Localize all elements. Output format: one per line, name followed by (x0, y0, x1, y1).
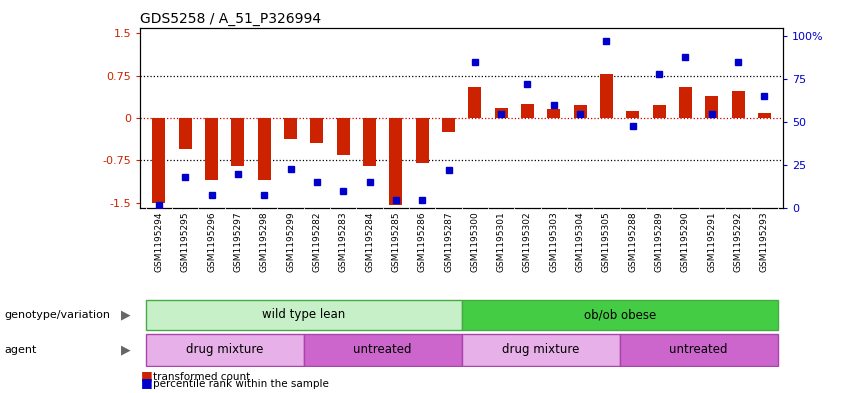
Text: GSM1195304: GSM1195304 (575, 211, 585, 272)
Text: drug mixture: drug mixture (502, 343, 580, 356)
Bar (547, 109, 561, 118)
Bar (521, 104, 534, 118)
Bar (732, 91, 745, 118)
Bar (620, 334, 778, 365)
Text: ▶: ▶ (121, 343, 131, 356)
Bar (258, 118, 271, 180)
Text: GSM1195293: GSM1195293 (760, 211, 769, 272)
Text: GSM1195300: GSM1195300 (471, 211, 479, 272)
Bar (468, 87, 482, 118)
Text: wild type lean: wild type lean (262, 308, 346, 321)
Bar (363, 118, 376, 166)
Bar (179, 118, 191, 149)
Bar (462, 334, 620, 365)
Text: untreated: untreated (353, 343, 412, 356)
Text: GSM1195282: GSM1195282 (312, 211, 322, 272)
Bar (626, 111, 639, 118)
Bar (494, 108, 508, 118)
Text: GSM1195284: GSM1195284 (365, 211, 374, 272)
Bar (304, 334, 462, 365)
Text: GSM1195303: GSM1195303 (550, 211, 558, 272)
Text: ob/ob obese: ob/ob obese (584, 308, 656, 321)
Bar (389, 118, 403, 206)
Bar (653, 105, 665, 118)
Text: GSM1195283: GSM1195283 (339, 211, 348, 272)
Bar (442, 118, 455, 132)
Text: GSM1195294: GSM1195294 (154, 211, 163, 272)
Text: GSM1195295: GSM1195295 (180, 211, 190, 272)
Text: GSM1195297: GSM1195297 (233, 211, 243, 272)
Bar (758, 113, 771, 118)
Text: ■: ■ (140, 369, 152, 382)
Bar (231, 118, 244, 166)
Bar (462, 300, 778, 331)
Bar (600, 74, 613, 118)
Text: GSM1195301: GSM1195301 (497, 211, 505, 272)
Text: transformed count: transformed count (153, 372, 250, 382)
Text: GSM1195292: GSM1195292 (734, 211, 743, 272)
Text: GSM1195302: GSM1195302 (523, 211, 532, 272)
Bar (205, 118, 218, 180)
Bar (311, 118, 323, 143)
Bar (152, 118, 165, 203)
Bar (337, 118, 350, 154)
Text: ▶: ▶ (121, 309, 131, 322)
Text: percentile rank within the sample: percentile rank within the sample (153, 379, 329, 389)
Text: GSM1195289: GSM1195289 (654, 211, 664, 272)
Bar (574, 105, 586, 118)
Text: GSM1195288: GSM1195288 (628, 211, 637, 272)
Text: drug mixture: drug mixture (186, 343, 263, 356)
Text: GSM1195286: GSM1195286 (418, 211, 426, 272)
Bar (146, 334, 304, 365)
Text: GSM1195287: GSM1195287 (444, 211, 453, 272)
Text: untreated: untreated (670, 343, 728, 356)
Bar (415, 118, 429, 163)
Text: ■: ■ (140, 376, 152, 389)
Text: GDS5258 / A_51_P326994: GDS5258 / A_51_P326994 (140, 13, 322, 26)
Text: agent: agent (4, 345, 37, 355)
Text: GSM1195296: GSM1195296 (207, 211, 216, 272)
Bar (146, 300, 462, 331)
Text: GSM1195299: GSM1195299 (286, 211, 295, 272)
Text: GSM1195290: GSM1195290 (681, 211, 690, 272)
Text: GSM1195298: GSM1195298 (260, 211, 269, 272)
Text: GSM1195305: GSM1195305 (602, 211, 611, 272)
Text: GSM1195285: GSM1195285 (391, 211, 400, 272)
Bar (284, 118, 297, 140)
Text: genotype/variation: genotype/variation (4, 310, 111, 320)
Bar (705, 96, 718, 118)
Bar (679, 87, 692, 118)
Text: GSM1195291: GSM1195291 (707, 211, 717, 272)
